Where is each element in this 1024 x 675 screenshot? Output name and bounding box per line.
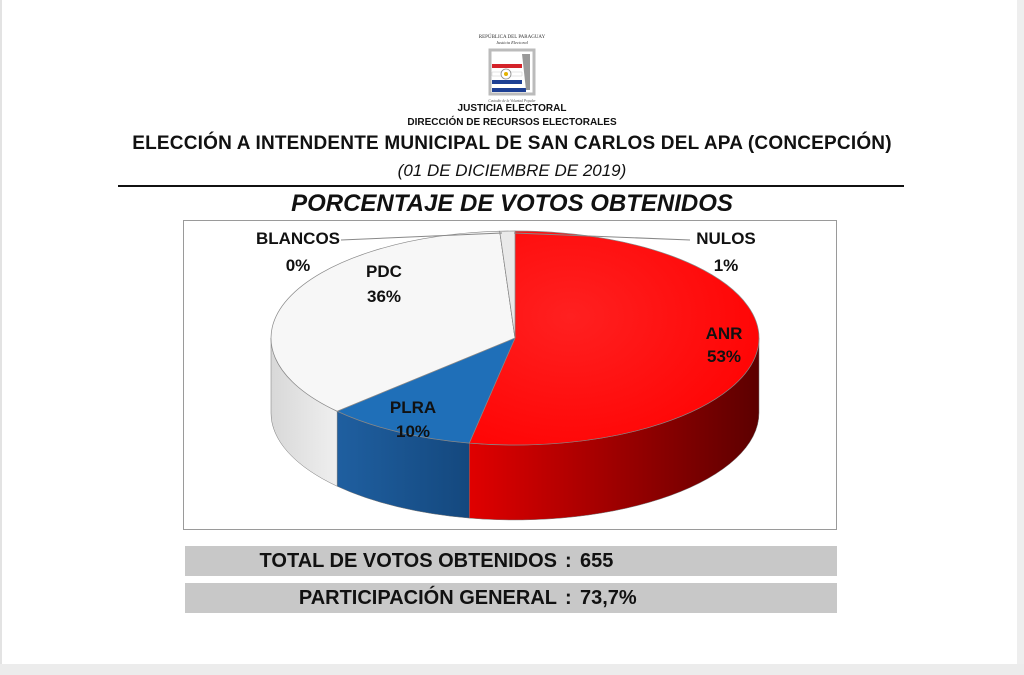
chart-area: ANR 53% PLRA 10% PDC 36% BLANCOS 0% NULOS 1% (183, 220, 837, 530)
leader-line-nulos (513, 232, 691, 241)
participation-separator: : (565, 587, 572, 609)
frame-bottom-edge (0, 664, 1024, 675)
slice-name-nulos: NULOS (696, 229, 756, 248)
logo-text-bottom: Custodio de la Voluntad Popular (488, 99, 536, 103)
slice-value-plra: 10% (396, 422, 430, 441)
justicia-electoral-logo: REPÚBLICA DEL PARAGUAY Justicia Electora… (479, 34, 546, 103)
frame-right-edge (1017, 0, 1024, 675)
election-date: (01 DE DICIEMBRE DE 2019) (397, 161, 627, 180)
pie-slice-plra (336, 337, 516, 444)
logo-text-top: REPÚBLICA DEL PARAGUAY (479, 34, 546, 40)
org-name: JUSTICIA ELECTORAL (457, 103, 567, 114)
slice-name-plra: PLRA (390, 398, 436, 417)
total-votes-bar: TOTAL DE VOTOS OBTENIDOS : 655 (185, 546, 837, 576)
pie-slice-nulos (499, 230, 516, 339)
pie-chart: ANR 53% PLRA 10% PDC 36% BLANCOS 0% NULOS 1% (256, 229, 760, 521)
total-votes-label: TOTAL DE VOTOS OBTENIDOS (259, 550, 557, 572)
total-votes-value: 655 (580, 550, 614, 572)
frame-left-edge (0, 0, 2, 675)
pie-slice-pdc (270, 230, 516, 412)
logo-emblem (488, 48, 536, 96)
total-votes-separator: : (565, 550, 572, 572)
election-title: ELECCIÓN A INTENDENTE MUNICIPAL DE SAN C… (132, 133, 892, 154)
slice-value-pdc: 36% (367, 287, 401, 306)
leader-line-blancos (340, 232, 503, 241)
slice-value-anr: 53% (707, 347, 741, 366)
slice-name-anr: ANR (706, 324, 743, 343)
chart-title: PORCENTAJE DE VOTOS OBTENIDOS (291, 190, 733, 217)
slice-value-blancos: 0% (286, 256, 311, 275)
slice-name-blancos: BLANCOS (256, 229, 340, 248)
participation-bar: PARTICIPACIÓN GENERAL : 73,7% (185, 583, 837, 613)
title-divider (118, 185, 904, 187)
slice-name-pdc: PDC (366, 262, 402, 281)
participation-label: PARTICIPACIÓN GENERAL (298, 587, 557, 609)
pie-slice-anr (468, 230, 760, 446)
org-department: DIRECCIÓN DE RECURSOS ELECTORALES (407, 117, 617, 128)
logo-text-sub: Justicia Electoral (496, 40, 529, 45)
participation-value: 73,7% (580, 587, 637, 609)
slice-value-nulos: 1% (714, 256, 739, 275)
